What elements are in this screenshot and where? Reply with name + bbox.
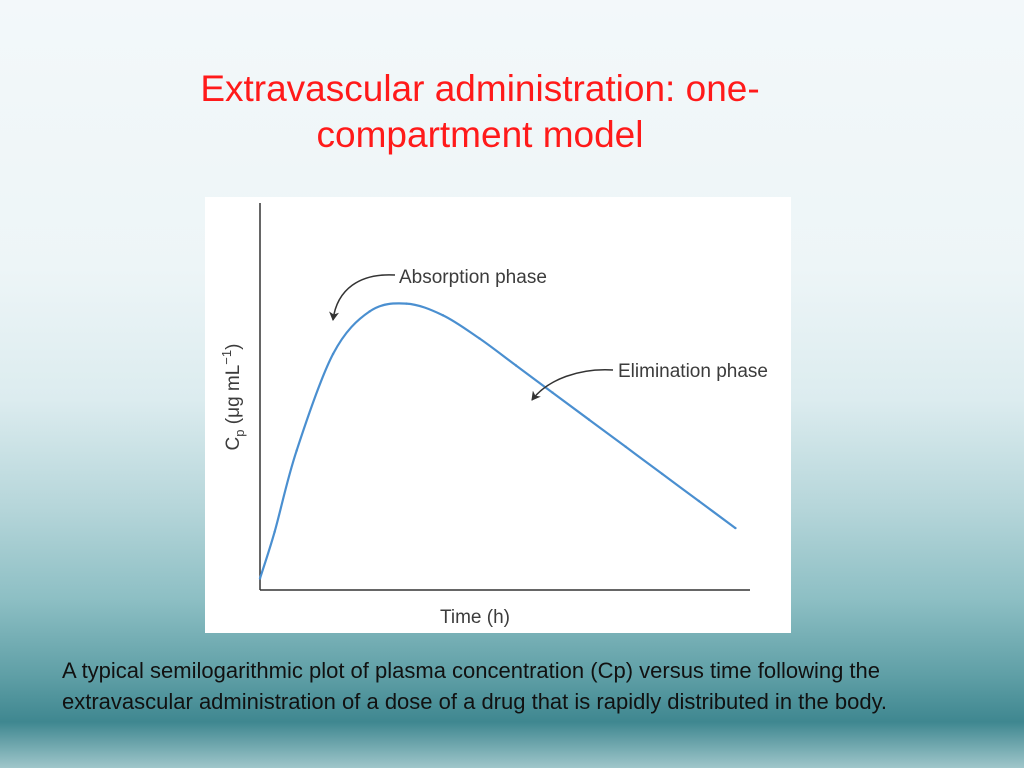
elimination-phase-label: Elimination phase: [618, 361, 768, 382]
data-point: [405, 302, 408, 305]
elimination-arrow: [531, 369, 614, 401]
data-point: [258, 577, 262, 580]
data-point: [368, 310, 371, 313]
data-point: [295, 449, 298, 452]
data-point: [551, 391, 554, 394]
x-axis-label: Time (h): [440, 607, 510, 628]
data-point: [587, 418, 591, 421]
data-point: [478, 337, 481, 340]
data-point: [661, 472, 664, 476]
absorption-arrow: [329, 274, 396, 321]
data-point: [734, 526, 737, 530]
y-axis-label: Cp (μg mL−1): [219, 344, 247, 451]
data-point: [514, 364, 518, 367]
data-point: [441, 314, 444, 317]
absorption-phase-label: Absorption phase: [399, 267, 547, 288]
chart-panel: Absorption phase Elimination phase Time …: [205, 197, 791, 633]
data-point: [273, 530, 276, 534]
cp-time-chart: Absorption phase Elimination phase Time …: [219, 203, 768, 628]
data-point: [331, 352, 335, 356]
data-point: [697, 499, 700, 503]
slide-caption: A typical semilogarithmic plot of plasma…: [62, 658, 888, 714]
data-point: [624, 445, 627, 448]
slide-title: Extravascular administration: one-compar…: [200, 68, 760, 155]
concentration-curve: [258, 302, 737, 579]
